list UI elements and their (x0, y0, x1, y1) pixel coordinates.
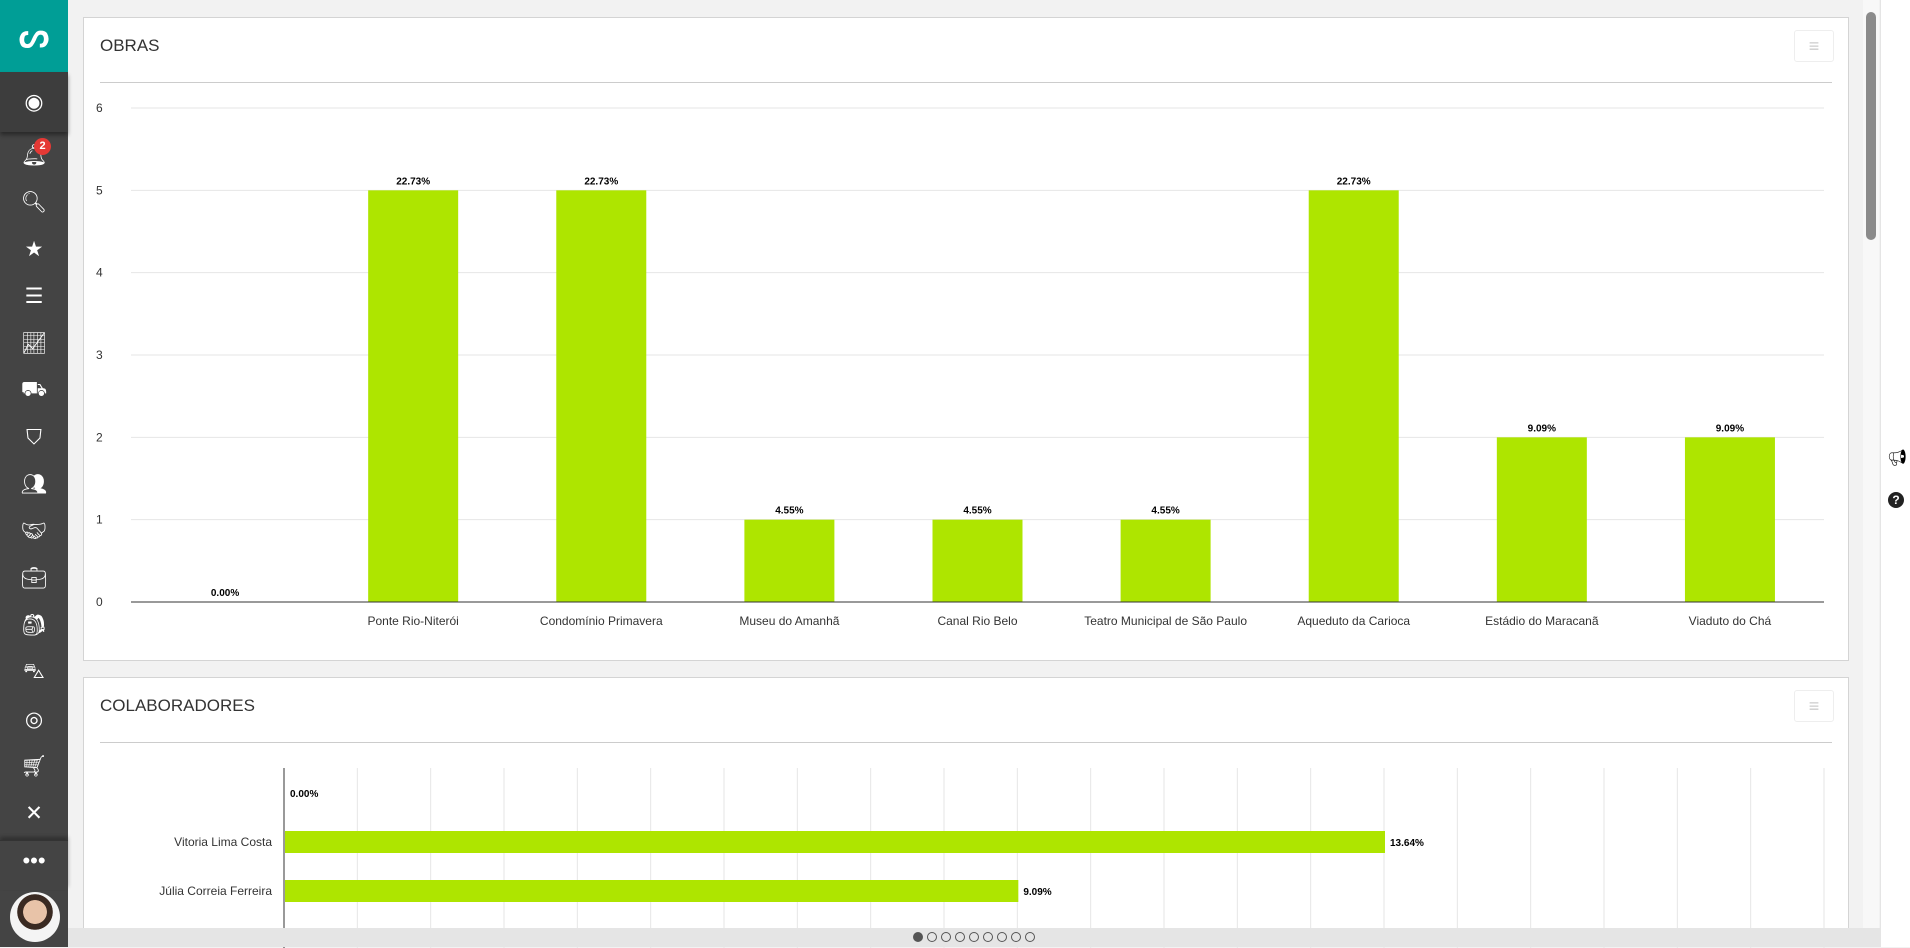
chart-menu-button[interactable]: ≡ (1794, 30, 1834, 62)
data-label: 22.73% (1337, 176, 1371, 187)
obras-chart: 0 1 2 3 4 5 6 0.00% 22.73% Ponte Rio-Niterói 22.73… (96, 101, 1824, 628)
data-label: 22.73% (396, 176, 430, 187)
pagination (68, 928, 1880, 947)
star-icon[interactable]: ★ (24, 238, 44, 261)
bar (556, 190, 647, 603)
x-tick-label: Aqueduto da Carioca (1297, 614, 1410, 628)
logo-icon[interactable]: ᔕ (0, 0, 68, 72)
data-label: 4.55% (963, 506, 991, 517)
chart-menu-button[interactable]: ≡ (1794, 690, 1834, 722)
y-tick-label: 4 (96, 266, 103, 280)
x-tick-label: Teatro Municipal de São Paulo (1084, 614, 1247, 628)
data-label: 0.00% (211, 588, 239, 599)
y-tick-label: 6 (96, 101, 103, 115)
data-label: 0.00% (290, 789, 318, 800)
colaboradores-card: COLABORADORES ≡ 0.00% 13.64% Vitoria Lima … (83, 677, 1849, 948)
help-icon[interactable]: ? (1888, 492, 1904, 508)
briefcase-icon[interactable]: 💼︎ (20, 566, 48, 590)
bar (1684, 437, 1775, 602)
y-tick-label: Vitoria Lima Costa (174, 835, 272, 849)
chart-icon[interactable]: 📈︎ (20, 331, 48, 355)
data-label: 4.55% (775, 506, 803, 517)
obras-card: OBRAS ≡ 0 1 2 3 4 5 6 0.00% 22.73% Ponte Rio-Nite… (83, 17, 1849, 661)
x-tick-label: Estádio do Maracanã (1485, 614, 1599, 628)
bar (368, 190, 459, 603)
bar (1308, 190, 1399, 603)
scrollbar-thumb[interactable] (1866, 12, 1876, 240)
colaboradores-chart: 0.00% 13.64% Vitoria Lima Costa 9.09% Júlia … (159, 768, 1825, 948)
tools-icon[interactable]: ✕ (25, 802, 43, 825)
card-title: COLABORADORES (100, 696, 255, 715)
x-tick-label: Canal Rio Belo (937, 614, 1017, 628)
data-label: 13.64% (1390, 838, 1424, 849)
pagination-dot[interactable] (913, 932, 923, 942)
profile-icon[interactable]: ◉ (0, 72, 68, 132)
pagination-dot[interactable] (955, 932, 965, 942)
pagination-dot[interactable] (969, 932, 979, 942)
scrollbar[interactable] (1863, 0, 1879, 928)
y-tick-label: 3 (96, 348, 103, 362)
avatar[interactable] (10, 892, 60, 942)
bar (285, 880, 1019, 902)
pagination-dot[interactable] (1025, 932, 1035, 942)
x-tick-label: Ponte Rio-Niterói (367, 614, 458, 628)
divider (100, 742, 1832, 743)
backpack-icon[interactable]: 🎒︎ (20, 613, 48, 637)
search-icon[interactable]: 🔍︎ (20, 190, 48, 214)
data-label: 9.09% (1716, 423, 1744, 434)
data-label: 9.09% (1528, 423, 1556, 434)
data-label: 4.55% (1151, 506, 1179, 517)
team-icon[interactable]: 👥︎ (20, 472, 48, 496)
pagination-dot[interactable] (983, 932, 993, 942)
notifications-icon[interactable]: 🔔︎ 2 (0, 132, 68, 179)
y-tick-label: 1 (96, 513, 103, 527)
x-tick-label: Condomínio Primavera (540, 614, 663, 628)
x-tick-label: Viaduto do Chá (1689, 614, 1772, 628)
megaphone-icon[interactable]: 📢︎ (1887, 450, 1908, 467)
pagination-dot[interactable] (1011, 932, 1021, 942)
bar (932, 519, 1023, 602)
notification-badge: 2 (34, 138, 51, 155)
sidebar: ᔕ ◉ 🔔︎ 2 🔍︎ ★ ☰ 📈︎ ⛟ ⛉ 👥︎ 🤝︎ 💼︎ 🎒︎ ⛍ ◎ 🛒︎… (0, 0, 68, 947)
bar (285, 831, 1385, 853)
card-title: OBRAS (100, 36, 160, 55)
more-button[interactable]: ••• (0, 840, 68, 890)
bar (744, 519, 835, 602)
y-tick-label: 5 (96, 183, 103, 197)
cart-icon[interactable]: 🛒︎ (20, 754, 48, 778)
forklift-icon[interactable]: ⛍ (23, 659, 45, 683)
bar (1120, 519, 1211, 602)
data-label: 22.73% (584, 176, 618, 187)
shield-icon[interactable]: ⛉ (26, 425, 42, 449)
data-label: 9.09% (1023, 887, 1051, 898)
target-icon[interactable]: ◎ (24, 708, 44, 731)
right-panel: 📢︎ ? (1880, 0, 1910, 947)
tractor-icon[interactable]: ⛟ (20, 377, 48, 401)
handshake-icon[interactable]: 🤝︎ (20, 519, 48, 543)
pagination-dot[interactable] (997, 932, 1007, 942)
bar (1496, 437, 1587, 602)
y-tick-label: 2 (96, 430, 103, 444)
y-tick-label: 0 (96, 595, 103, 609)
divider (100, 82, 1832, 83)
pagination-dot[interactable] (927, 932, 937, 942)
layers-icon[interactable]: ☰ (24, 285, 44, 308)
pagination-dot[interactable] (941, 932, 951, 942)
x-tick-label: Museu do Amanhã (739, 614, 839, 628)
y-tick-label: Júlia Correia Ferreira (159, 884, 272, 898)
